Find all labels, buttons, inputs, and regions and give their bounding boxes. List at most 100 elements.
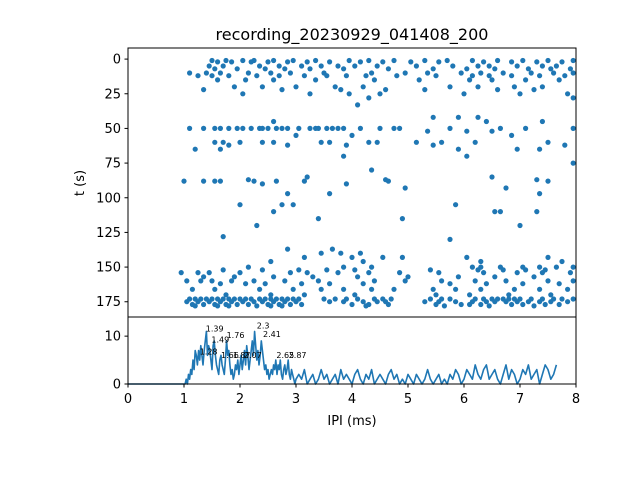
spike-point-43-8 (402, 278, 408, 284)
spike-point-24-2 (534, 177, 540, 183)
spike-point-39-7 (537, 264, 543, 270)
raster-y-tick-label-7: 175 (96, 295, 121, 310)
spike-point-1-3 (265, 59, 271, 65)
spike-point-1-14 (559, 59, 565, 65)
peak-labels: 1.28 1.39 1.49 1.66 1.76 1.872.07 2.32.41 2.652… (200, 322, 307, 361)
spike-point-25-0 (181, 178, 187, 184)
spike-point-49-19 (542, 301, 548, 308)
spike-point-49-20 (556, 301, 562, 308)
spike-point-2-14 (539, 63, 546, 69)
spike-point-0-16 (570, 57, 576, 64)
spike-point-37-2 (380, 254, 386, 260)
spike-point-2-10 (450, 63, 456, 69)
spike-point-39-3 (469, 264, 475, 270)
spike-point-41-9 (436, 270, 442, 276)
spike-point-5-12 (486, 73, 492, 79)
spike-point-48-5 (240, 299, 246, 305)
spike-point-7-6 (475, 84, 481, 90)
spike-point-40-0 (220, 267, 226, 273)
spike-point-43-1 (198, 278, 204, 284)
spike-point-49-18 (520, 301, 526, 308)
spike-point-17-3 (259, 139, 265, 145)
spike-point-43-11 (503, 278, 509, 284)
spike-point-47-21 (332, 296, 338, 302)
spike-point-18-1 (285, 142, 291, 148)
spike-point-14-5 (234, 125, 240, 131)
spike-point-7-1 (259, 84, 265, 90)
spike-point-48-7 (259, 299, 265, 305)
spike-point-4-11 (478, 70, 484, 76)
spike-point-12-0 (430, 114, 436, 120)
spike-point-14-17 (315, 125, 321, 131)
spike-point-48-24 (525, 299, 532, 305)
spike-point-7-8 (539, 84, 546, 90)
spike-point-42-0 (201, 274, 207, 280)
spike-point-1-11 (481, 59, 487, 65)
spike-point-45-6 (369, 286, 375, 292)
spike-point-50-4 (268, 303, 274, 309)
spike-point-45-13 (565, 286, 571, 292)
spike-point-48-8 (271, 299, 277, 305)
spike-point-14-23 (377, 125, 383, 131)
spike-point-4-13 (528, 70, 534, 76)
spike-point-41-7 (366, 270, 372, 276)
spike-point-9-0 (240, 91, 246, 97)
spike-point-44-1 (243, 281, 249, 287)
spike-point-14-15 (307, 125, 313, 131)
spike-point-5-10 (433, 73, 439, 79)
spike-point-43-3 (229, 278, 235, 284)
spike-point-40-3 (324, 267, 330, 273)
histogram-y-ticks: 0 10 (104, 330, 128, 393)
spike-point-42-7 (492, 274, 498, 280)
spike-point-14-9 (259, 125, 265, 131)
spike-point-13-1 (483, 118, 489, 125)
spike-point-44-9 (556, 281, 562, 287)
spike-point-14-19 (329, 125, 335, 131)
spike-point-37-4 (464, 254, 470, 260)
spike-point-24-0 (245, 177, 251, 183)
spike-point-5-7 (343, 73, 349, 79)
spike-point-3-8 (464, 66, 470, 72)
spike-point-0-6 (313, 57, 319, 64)
spike-point-17-4 (271, 139, 277, 145)
spike-point-14-28 (523, 125, 529, 131)
histogram-panel: 1.281.391.491.661.761.872.072.32.412.652… (104, 316, 580, 429)
spike-point-49-8 (287, 301, 293, 308)
spike-point-26-1 (343, 181, 349, 187)
spike-point-40-6 (475, 267, 481, 273)
spike-point-17-1 (220, 139, 226, 145)
spike-point-3-12 (567, 66, 574, 72)
spike-point-45-7 (391, 286, 397, 292)
raster-y-axis-label: t (s) (73, 170, 88, 196)
spike-point-6-5 (416, 77, 422, 83)
spike-point-0-2 (240, 57, 246, 64)
spike-point-3-6 (385, 66, 391, 72)
spike-point-1-0 (215, 59, 221, 65)
spike-point-48-26 (548, 299, 554, 305)
spike-point-5-2 (226, 73, 232, 79)
spike-point-14-24 (391, 125, 397, 131)
spike-point-29-0 (237, 202, 243, 208)
spike-point-29-1 (279, 202, 285, 208)
spike-point-41-5 (304, 270, 310, 276)
spike-point-6-6 (467, 77, 473, 83)
spike-point-14-21 (341, 125, 347, 131)
spike-point-42-1 (231, 274, 237, 280)
spike-point-14-2 (212, 125, 218, 131)
spike-point-0-15 (545, 57, 551, 64)
spike-point-2-6 (335, 63, 341, 69)
spike-point-8-5 (495, 87, 501, 93)
spike-point-34-0 (447, 236, 453, 242)
spike-point-0-10 (422, 57, 428, 64)
spike-point-14-1 (201, 125, 207, 131)
spike-point-14-14 (296, 125, 302, 131)
histogram-x-axis-label: IPI (ms) (327, 414, 376, 429)
spike-point-41-4 (287, 270, 293, 276)
raster-y-tick-label-6: 150 (96, 261, 121, 276)
spike-point-14-13 (285, 125, 291, 131)
spike-point-43-13 (570, 278, 576, 284)
spike-point-6-8 (523, 77, 529, 83)
spike-point-9-1 (307, 91, 313, 97)
spike-point-8-2 (338, 87, 344, 93)
spike-point-48-10 (293, 299, 299, 305)
